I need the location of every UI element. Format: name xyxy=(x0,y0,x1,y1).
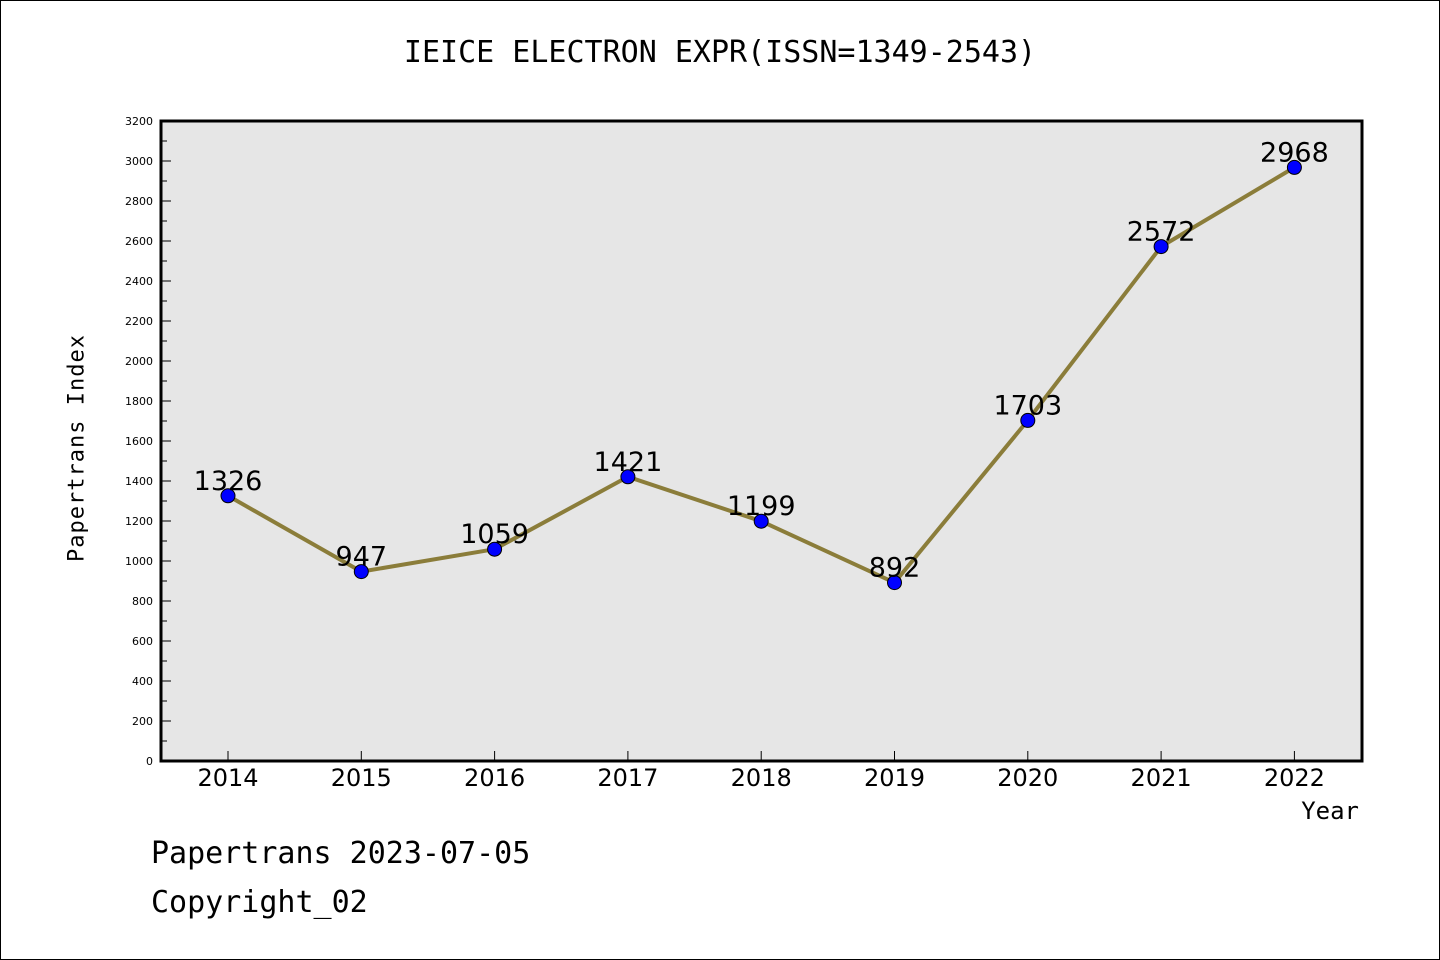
data-point xyxy=(1286,159,1302,175)
y-tick-label: 1600 xyxy=(125,435,153,448)
data-point xyxy=(220,488,236,504)
y-tick-label: 1800 xyxy=(125,395,153,408)
series: 1326 947 1059 1421 1199 892 1703 2572 2968 xyxy=(194,137,1329,591)
footer-date-text: Papertrans 2023-07-05 xyxy=(151,836,531,871)
plot-area xyxy=(159,119,1364,763)
x-tick-label: 2018 xyxy=(731,764,792,792)
footer-copyright-text: Copyright_02 xyxy=(151,885,368,920)
data-point xyxy=(1153,239,1169,255)
data-label: 2572 xyxy=(1127,217,1196,248)
data-label: 892 xyxy=(869,553,921,584)
data-label: 1199 xyxy=(727,491,796,522)
y-tick-label: 0 xyxy=(146,755,153,768)
x-axis-label: Year xyxy=(1301,797,1359,825)
x-tick-label: 2017 xyxy=(597,764,658,792)
y-axis: 0 200 400 600 800 1000 1200 1400 1600 1800 2000 220… xyxy=(125,115,171,768)
y-tick-label: 1000 xyxy=(125,555,153,568)
data-point xyxy=(1020,412,1036,428)
y-axis-label: Papertrans Index xyxy=(64,334,90,562)
data-label: 947 xyxy=(336,542,388,573)
data-point xyxy=(620,469,636,485)
data-label: 1703 xyxy=(993,390,1062,421)
data-point xyxy=(353,564,369,580)
y-tick-label: 2200 xyxy=(125,315,153,328)
x-tick-label: 2020 xyxy=(997,764,1058,792)
y-tick-label: 2600 xyxy=(125,235,153,248)
y-tick-label: 800 xyxy=(132,595,153,608)
y-tick-label: 2800 xyxy=(125,195,153,208)
y-tick-label: 600 xyxy=(132,635,153,648)
data-point xyxy=(487,541,503,557)
y-tick-label: 400 xyxy=(132,675,153,688)
x-tick-label: 2016 xyxy=(464,764,525,792)
x-axis: 2014 2015 2016 2017 2018 2019 2020 2021 2022 xyxy=(197,751,1325,792)
y-tick-label: 2000 xyxy=(125,355,153,368)
y-tick-label: 1400 xyxy=(125,475,153,488)
data-label: 1421 xyxy=(594,447,663,478)
y-tick-label: 1200 xyxy=(125,515,153,528)
x-tick-label: 2019 xyxy=(864,764,925,792)
data-label: 1326 xyxy=(194,466,263,497)
y-tick-label: 3000 xyxy=(125,155,153,168)
chart-title: IEICE ELECTRON EXPR(ISSN=1349-2543) xyxy=(403,35,1037,70)
data-point xyxy=(753,513,769,529)
x-tick-label: 2021 xyxy=(1131,764,1192,792)
data-label: 1059 xyxy=(460,519,529,550)
x-tick-label: 2015 xyxy=(331,764,392,792)
y-tick-label: 200 xyxy=(132,715,153,728)
data-label: 2968 xyxy=(1260,137,1329,168)
data-point xyxy=(887,575,902,591)
x-tick-label: 2014 xyxy=(197,764,258,792)
y-tick-label: 3200 xyxy=(125,115,153,128)
y-tick-label: 2400 xyxy=(125,275,153,288)
x-tick-label: 2022 xyxy=(1264,764,1325,792)
